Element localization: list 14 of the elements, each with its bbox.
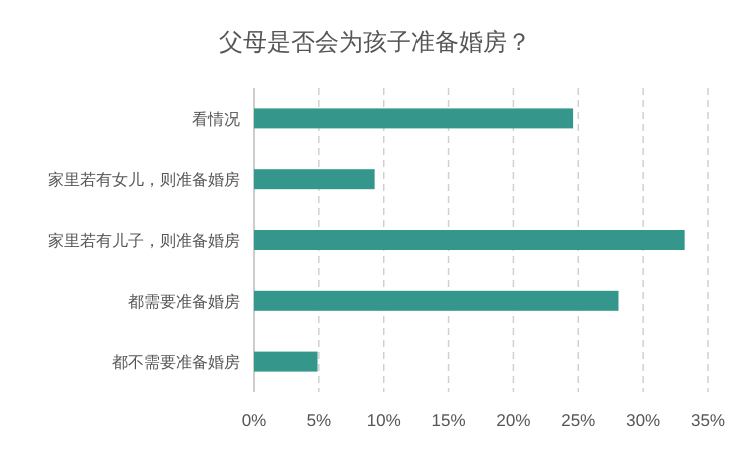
x-tick-label: 20% [496,411,530,430]
x-tick-label: 10% [366,411,401,430]
x-tick-label: 30% [626,411,660,430]
category-label: 都需要准备婚房 [128,294,240,311]
category-label: 家里若有女儿，则准备婚房 [48,172,240,190]
x-tick-label: 15% [432,411,466,430]
category-label: 都不需要准备婚房 [112,354,240,372]
x-tick-label: 35% [690,411,726,430]
category-label: 看情况 [192,111,240,128]
x-tick-label: 5% [306,411,332,430]
x-tick-label: 0% [242,411,266,430]
category-label: 家里若有儿子，则准备婚房 [48,233,240,250]
title: 父母是否会为孩子准备婚房？ [219,29,531,56]
x-tick-label: 25% [561,411,596,430]
